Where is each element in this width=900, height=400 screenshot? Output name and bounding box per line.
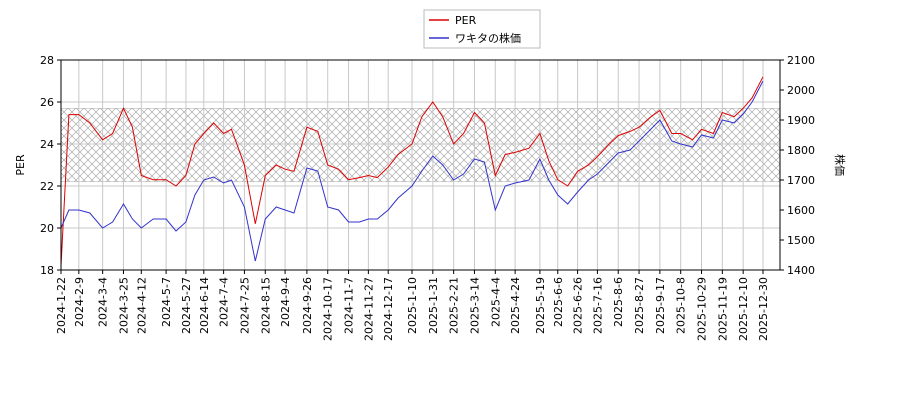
x-tick-label: 2024-2-9 (73, 277, 86, 327)
x-tick-label: 2024-9-4 (279, 277, 292, 327)
legend-box (423, 9, 541, 49)
x-tick-label: 2024-4-12 (135, 277, 148, 334)
x-tick-label: 2025-4-24 (509, 277, 522, 334)
x-tick-label: 2024-11-7 (343, 277, 356, 334)
x-tick-label: 2024-3-4 (97, 277, 110, 327)
x-tick-label: 2024-1-22 (55, 277, 68, 334)
y2-tick-label: 2000 (787, 84, 815, 97)
x-tick-label: 2024-7-4 (218, 277, 231, 327)
x-tick-label: 2025-9-17 (654, 277, 667, 334)
y2-tick-label: 1800 (787, 144, 815, 157)
y-tick-label: 28 (40, 54, 54, 67)
x-tick-label: 2024-7-25 (238, 277, 251, 334)
x-tick-label: 2025-2-21 (448, 277, 461, 334)
y-tick-label: 18 (40, 264, 54, 277)
x-tick-label: 2025-12-30 (757, 277, 770, 341)
x-tick-label: 2024-6-14 (198, 277, 211, 334)
y2-tick-label: 1900 (787, 114, 815, 127)
x-tick-label: 2025-10-8 (675, 277, 688, 334)
x-tick-label: 2025-3-14 (468, 277, 481, 334)
x-tick-label: 2025-1-10 (406, 277, 419, 334)
x-tick-label: 2025-12-10 (737, 277, 750, 341)
x-tick-label: 2024-10-17 (322, 277, 335, 341)
x-tick-label: 2025-8-6 (612, 277, 625, 327)
x-tick-label: 2024-8-15 (259, 277, 272, 334)
y-axis-label: PER (14, 154, 27, 176)
x-tick-label: 2025-6-6 (552, 277, 565, 327)
x-tick-label: 2025-5-19 (534, 277, 547, 334)
y-tick-label: 24 (40, 138, 54, 151)
y2-tick-label: 2100 (787, 54, 815, 67)
y2-tick-label: 1400 (787, 264, 815, 277)
x-tick-label: 2025-11-19 (716, 277, 729, 341)
x-tick-label: 2024-12-17 (382, 277, 395, 341)
x-tick-label: 2025-10-29 (696, 277, 709, 341)
legend-label: PER (455, 14, 477, 27)
legend-label: ワキタの株価 (455, 31, 521, 45)
y-tick-label: 20 (40, 222, 54, 235)
x-tick-label: 2025-4-4 (489, 277, 502, 327)
x-tick-label: 2024-11-27 (362, 277, 375, 341)
x-tick-label: 2025-6-26 (572, 277, 585, 334)
plot-frame (60, 59, 781, 271)
y2-axis-label: 株価 (833, 154, 847, 176)
x-tick-label: 2025-1-31 (427, 277, 440, 334)
x-tick-label: 2024-5-7 (160, 277, 173, 327)
y-tick-label: 22 (40, 180, 54, 193)
y2-tick-label: 1600 (787, 204, 815, 217)
y2-tick-label: 1700 (787, 174, 815, 187)
x-tick-label: 2024-9-26 (301, 277, 314, 334)
x-tick-label: 2024-3-25 (117, 277, 130, 334)
x-tick-label: 2024-5-27 (180, 277, 193, 334)
x-tick-label: 2025-7-16 (591, 277, 604, 334)
series-line (60, 80, 764, 262)
x-tick-label: 2025-8-27 (633, 277, 646, 334)
series-line (60, 76, 764, 266)
y-tick-label: 26 (40, 96, 54, 109)
y2-tick-label: 1500 (787, 234, 815, 247)
